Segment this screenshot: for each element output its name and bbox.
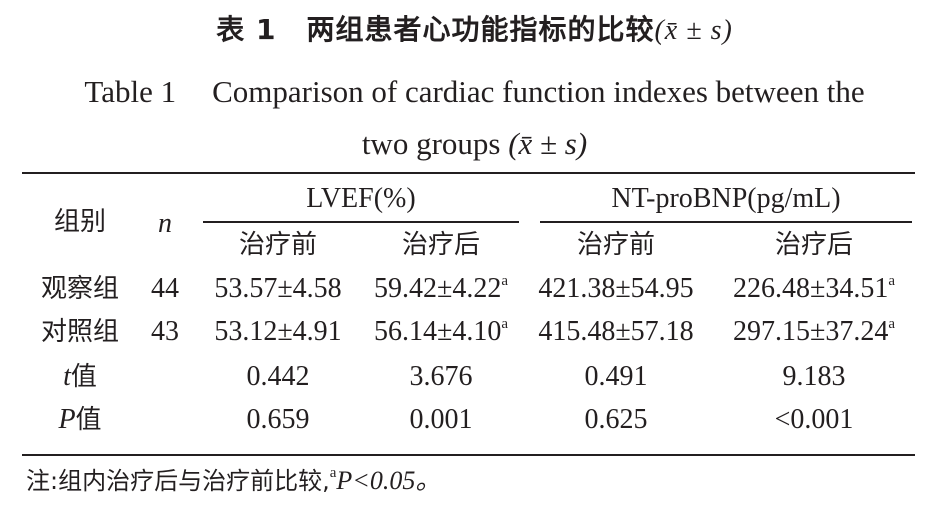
t-lvef-after: 3.676 xyxy=(409,361,473,392)
footnote-text: P<0.05。 xyxy=(336,466,442,495)
p-nt-after: <0.001 xyxy=(774,404,854,435)
p-lvef-after: 0.001 xyxy=(409,404,473,435)
p-nt-before: 0.625 xyxy=(584,404,648,435)
observation-nt-before: 421.38±54.95 xyxy=(538,273,694,304)
table-row-t-value: t值 xyxy=(63,361,97,392)
table-top-rule xyxy=(22,172,915,174)
footnote-prefix: 注:组内治疗后与治疗前比较, xyxy=(26,467,330,495)
table-title-en-line1: Comparison of cardiac function indexes b… xyxy=(212,74,865,109)
control-lvef-before: 53.12±4.91 xyxy=(214,316,342,347)
control-n: 43 xyxy=(151,316,179,347)
observation-n: 44 xyxy=(151,273,179,304)
stat-symbol-en: (x̄ ± s) xyxy=(508,126,588,161)
observation-lvef-before: 53.57±4.58 xyxy=(214,273,342,304)
lvef-header-rule xyxy=(203,221,519,223)
group-column-header: 组别 xyxy=(53,207,106,237)
ntprobnp-header-rule xyxy=(540,221,912,223)
ntprobnp-column-header: NT-proBNP(pg/mL) xyxy=(611,183,841,214)
table-title-cn-text: 两组患者心功能指标的比较 xyxy=(306,13,655,46)
control-nt-before: 415.48±57.18 xyxy=(538,316,694,347)
ntprobnp-before-header: 治疗前 xyxy=(576,230,655,260)
t-lvef-before: 0.442 xyxy=(246,361,310,392)
table-row-observation-group: 观察组 xyxy=(40,274,119,304)
observation-nt-after: 226.48±34.51a xyxy=(732,273,896,304)
ntprobnp-after-header: 治疗后 xyxy=(774,230,853,260)
footnote-superscript: a xyxy=(329,465,337,481)
table-title-en-line2: two groups xyxy=(361,126,501,161)
table-footnote: 注:组内治疗后与治疗前比较,aP<0.05。 xyxy=(26,464,441,498)
control-nt-after: 297.15±37.24a xyxy=(732,316,896,347)
control-lvef-after: 56.14±4.10a xyxy=(373,316,509,347)
table-title-english: Table 1 Comparison of cardiac function in… xyxy=(0,66,949,170)
p-lvef-before: 0.659 xyxy=(246,404,310,435)
lvef-column-header: LVEF(%) xyxy=(306,183,416,214)
stat-symbol-cn: (x̄ ± s) xyxy=(654,15,733,46)
table-bottom-rule xyxy=(22,454,915,456)
lvef-before-header: 治疗前 xyxy=(238,230,317,260)
table-number-cn: 表 1 xyxy=(216,13,277,46)
observation-lvef-after: 59.42±4.22a xyxy=(373,273,509,304)
t-nt-after: 9.183 xyxy=(782,361,846,392)
table-row-p-value: P值 xyxy=(58,404,102,435)
n-column-header: n xyxy=(158,208,172,239)
table-number-en: Table 1 xyxy=(84,74,177,109)
table-row-control-group: 对照组 xyxy=(40,317,119,347)
t-nt-before: 0.491 xyxy=(584,361,648,392)
table-title-chinese: 表 1 两组患者心功能指标的比较(x̄ ± s) xyxy=(0,10,949,51)
lvef-after-header: 治疗后 xyxy=(401,230,480,260)
